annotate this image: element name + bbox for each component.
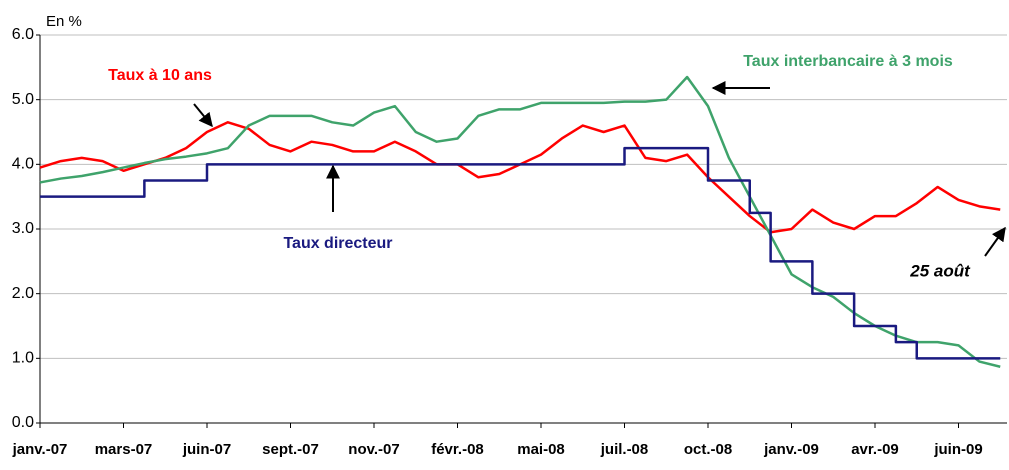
y-tick-label: 5.0 bbox=[12, 91, 34, 108]
x-tick-label: juin-09 bbox=[933, 441, 982, 458]
x-tick-label: mai-08 bbox=[517, 441, 565, 458]
y-tick-label: 2.0 bbox=[12, 285, 34, 302]
y-tick-label: 6.0 bbox=[12, 26, 34, 43]
series-label: Taux à 10 ans bbox=[108, 67, 212, 84]
x-tick-label: janv.-09 bbox=[763, 441, 819, 458]
y-tick-label: 1.0 bbox=[12, 350, 34, 367]
x-tick-label: janv.-07 bbox=[12, 441, 68, 458]
annotation: 25 août bbox=[909, 261, 971, 280]
line-series bbox=[40, 146, 1001, 360]
y-axis-label: En % bbox=[46, 13, 82, 30]
y-tick-label: 0.0 bbox=[12, 414, 34, 431]
line-series bbox=[39, 121, 1001, 234]
line-series bbox=[39, 75, 1001, 368]
x-tick-label: juil.-08 bbox=[600, 441, 649, 458]
x-tick-label: oct.-08 bbox=[684, 441, 732, 458]
label-bg bbox=[193, 230, 483, 258]
x-tick-label: nov.-07 bbox=[348, 441, 399, 458]
series-label: Taux directeur bbox=[283, 235, 392, 252]
x-tick-label: févr.-08 bbox=[431, 441, 484, 458]
x-tick-label: sept.-07 bbox=[262, 441, 319, 458]
y-tick-label: 3.0 bbox=[12, 220, 34, 237]
x-tick-label: juin-07 bbox=[182, 441, 231, 458]
arrow bbox=[984, 226, 1006, 257]
x-tick-label: mars-07 bbox=[95, 441, 153, 458]
x-tick-label: avr.-09 bbox=[851, 441, 899, 458]
arrow bbox=[193, 103, 213, 128]
y-tick-label: 4.0 bbox=[12, 156, 34, 173]
series-label: Taux interbancaire à 3 mois bbox=[743, 53, 953, 70]
